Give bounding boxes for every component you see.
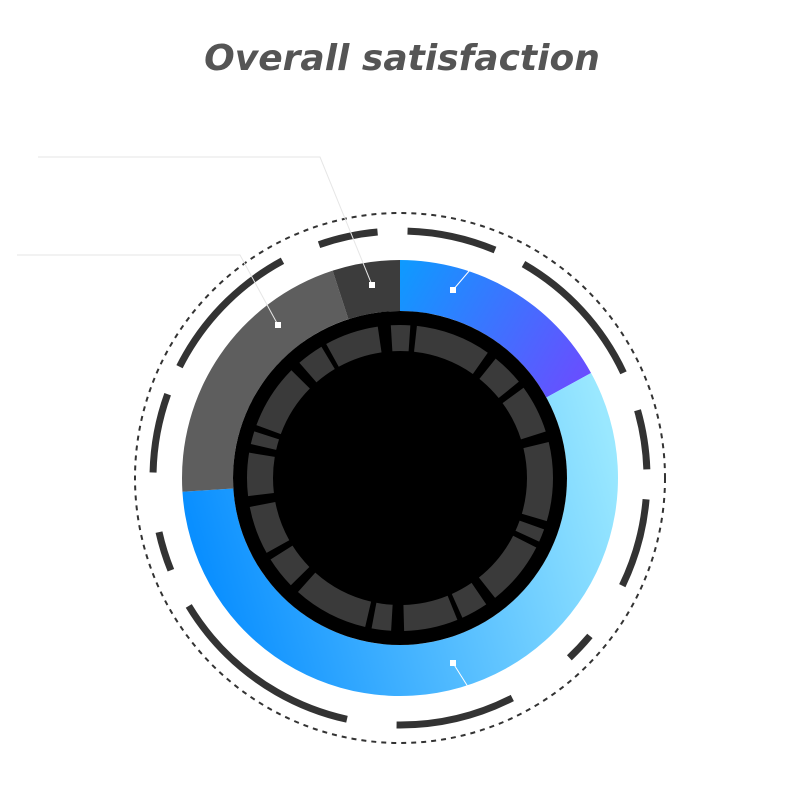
leader-line [17, 254, 279, 326]
leader-dot [450, 287, 456, 293]
donut [182, 260, 618, 696]
pie-segment [182, 372, 618, 696]
pie-segment [332, 260, 400, 320]
inner-core [278, 356, 522, 600]
pie-segment [400, 260, 592, 398]
leader-line [38, 156, 373, 286]
leader-dot [369, 282, 375, 288]
leader-dot [450, 660, 456, 666]
pattern-ring [247, 325, 553, 631]
arc-ring [149, 227, 651, 729]
dashed-ring [134, 212, 666, 744]
leader-dot [275, 322, 281, 328]
leader-line [452, 662, 471, 691]
leader-lines [17, 156, 471, 691]
leader-dots [275, 282, 456, 666]
pie-segment [182, 270, 349, 492]
chart-title: Overall satisfaction [204, 38, 600, 79]
leader-line [452, 269, 471, 291]
